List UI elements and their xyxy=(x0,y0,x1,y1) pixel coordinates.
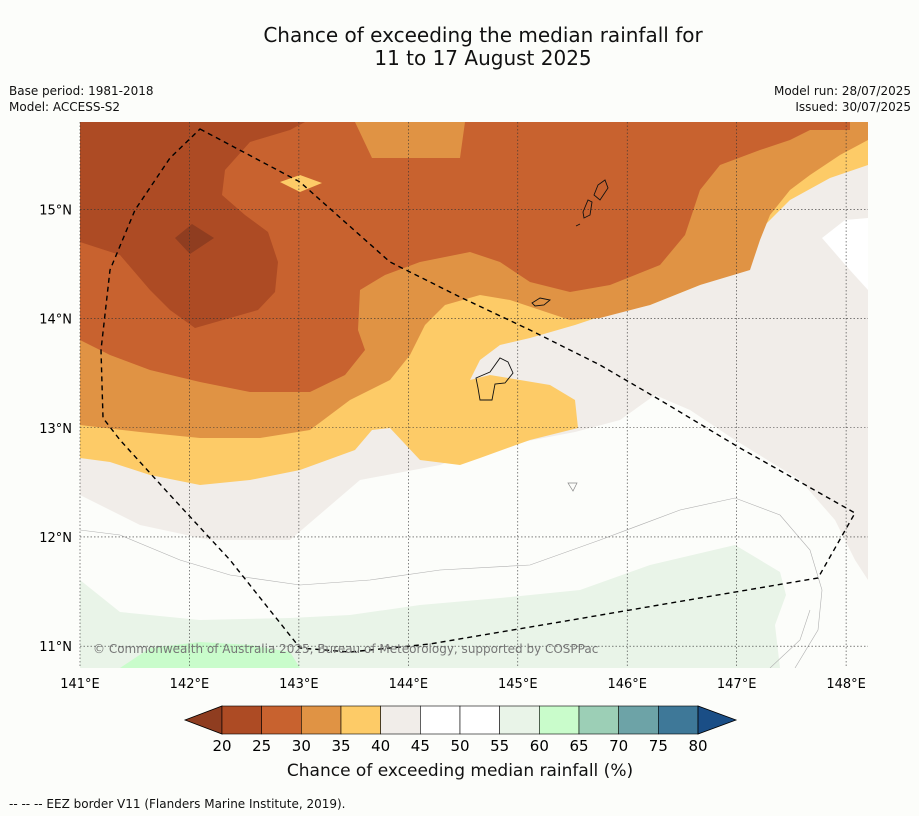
lon-tick-label: 145°E xyxy=(498,677,538,692)
rainfall-map: 141°E 142°E 143°E 144°E 145°E 146°E 147°E 148°E… xyxy=(39,122,868,692)
colorbar-tick-label: 65 xyxy=(569,737,588,755)
colorbar-segment xyxy=(539,705,580,735)
island-rota xyxy=(531,297,552,307)
lat-tick-label: 11°N xyxy=(39,640,72,655)
colorbar-tick-label: 80 xyxy=(688,737,707,755)
colorbar: 20 25 30 35 40 45 50 55 60 65 70 75 80 xyxy=(183,705,738,755)
colorbar-tick-label: 60 xyxy=(530,737,549,755)
contour-patch-yellow xyxy=(280,175,322,192)
eez-footnote: -- -- -- EEZ border V11 (Flanders Marine… xyxy=(9,797,346,811)
colorbar-low-extend xyxy=(183,705,223,735)
map-title-line1: Chance of exceeding the median rainfall … xyxy=(263,23,703,47)
eez-border xyxy=(100,128,856,653)
colorbar-tick-label: 70 xyxy=(609,737,628,755)
colorbar-segment xyxy=(340,705,381,735)
island-guam xyxy=(475,357,514,401)
colorbar-segment xyxy=(301,705,342,735)
lat-tick-label: 14°N xyxy=(39,313,72,328)
model-label: Model: ACCESS-S2 xyxy=(9,100,121,114)
lon-tick-label: 141°E xyxy=(60,677,100,692)
lat-tick-label: 13°N xyxy=(39,422,72,437)
island-tinian xyxy=(582,199,593,219)
colorbar-tick-label: 25 xyxy=(252,737,271,755)
lon-tick-label: 144°E xyxy=(389,677,429,692)
colorbar-segment xyxy=(380,705,421,735)
colorbar-tick-labels: 20 25 30 35 40 45 50 55 60 65 70 75 80 xyxy=(212,737,707,755)
longitude-labels: 141°E 142°E 143°E 144°E 145°E 146°E 147°E 148°E xyxy=(60,677,866,692)
colorbar-segment xyxy=(578,705,619,735)
contour-55-60 xyxy=(80,545,786,668)
contour-below-20 xyxy=(175,224,214,254)
colorbar-high-extend xyxy=(697,705,738,735)
colorbar-tick-label: 30 xyxy=(292,737,311,755)
gridlines xyxy=(79,122,868,668)
base-period-label: Base period: 1981-2018 xyxy=(9,84,154,98)
latitude-labels: 15°N 14°N 13°N 12°N 11°N xyxy=(39,203,72,655)
colorbar-segment xyxy=(658,705,699,735)
colorbar-segment xyxy=(420,705,461,735)
colorbar-tick-label: 45 xyxy=(411,737,430,755)
lon-tick-label: 143°E xyxy=(279,677,319,692)
lon-tick-label: 146°E xyxy=(607,677,647,692)
map-title-line2: 11 to 17 August 2025 xyxy=(374,46,592,70)
colorbar-tick-label: 40 xyxy=(371,737,390,755)
colorbar-segment xyxy=(618,705,659,735)
island-aguijan xyxy=(575,223,581,227)
colorbar-tick-label: 50 xyxy=(450,737,469,755)
colorbar-segment xyxy=(459,705,500,735)
colorbar-segments xyxy=(183,705,738,735)
colorbar-label: Chance of exceeding median rainfall (%) xyxy=(286,761,634,781)
lon-tick-label: 147°E xyxy=(717,677,757,692)
issued-label: Issued: 30/07/2025 xyxy=(795,100,911,114)
copyright-notice: © Commonwealth of Australia 2025, Bureau… xyxy=(93,642,599,656)
lon-tick-label: 142°E xyxy=(170,677,210,692)
colorbar-tick-label: 55 xyxy=(490,737,509,755)
colorbar-tick-label: 75 xyxy=(649,737,668,755)
colorbar-tick-label: 35 xyxy=(331,737,350,755)
contour-line-55 xyxy=(769,609,811,668)
contour-25-30 xyxy=(80,122,850,392)
contour-45-50-patch xyxy=(822,218,868,290)
islands xyxy=(475,179,609,492)
colorbar-segment xyxy=(221,705,262,735)
island-saipan xyxy=(593,179,609,201)
colorbar-segment xyxy=(261,705,302,735)
model-run-label: Model run: 28/07/2025 xyxy=(773,84,911,98)
reef-marker xyxy=(567,482,578,492)
lat-tick-label: 12°N xyxy=(39,531,72,546)
contour-60-65 xyxy=(120,642,300,668)
contour-line-50 xyxy=(80,497,823,668)
colorbar-segment xyxy=(499,705,540,735)
colorbar-tick-label: 20 xyxy=(212,737,231,755)
lon-tick-label: 148°E xyxy=(826,677,866,692)
lat-tick-label: 15°N xyxy=(39,203,72,218)
contour-patch-dark xyxy=(802,122,845,128)
